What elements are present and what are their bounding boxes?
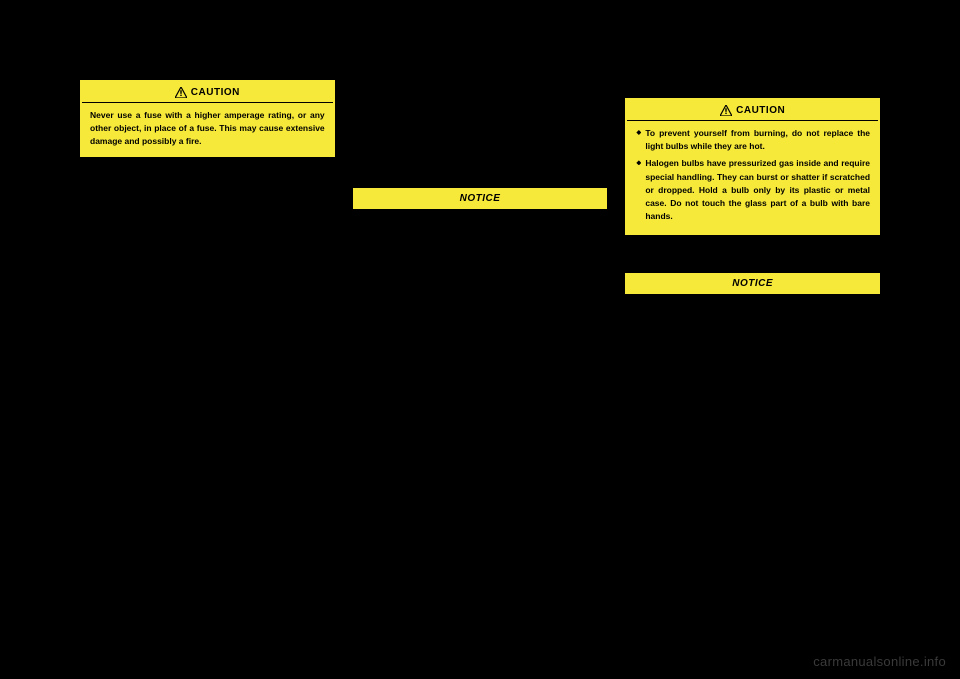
column-2: NOTICE <box>353 80 608 302</box>
spacer <box>625 245 880 265</box>
warning-triangle-icon <box>175 87 187 98</box>
manual-page: CAUTION Never use a fuse with a higher a… <box>60 40 900 620</box>
watermark-text: carmanualsonline.info <box>813 654 946 669</box>
caution-box-fuse: CAUTION Never use a fuse with a higher a… <box>80 80 335 157</box>
caution-label: CAUTION <box>736 103 785 118</box>
warning-triangle-icon <box>720 105 732 116</box>
caution-item: Halogen bulbs have pressurized gas insid… <box>635 157 870 223</box>
spacer <box>625 80 880 98</box>
caution-header: CAUTION <box>627 100 878 120</box>
notice-bar: NOTICE <box>353 188 608 209</box>
caution-body-text: Never use a fuse with a higher amperage … <box>82 102 333 155</box>
caution-item: To prevent yourself from burning, do not… <box>635 127 870 153</box>
notice-bar: NOTICE <box>625 273 880 294</box>
spacer <box>353 80 608 180</box>
caution-label: CAUTION <box>191 85 240 100</box>
caution-box-bulbs: CAUTION To prevent yourself from burning… <box>625 98 880 235</box>
caution-list: To prevent yourself from burning, do not… <box>635 127 870 223</box>
column-3: CAUTION To prevent yourself from burning… <box>625 80 880 302</box>
column-1: CAUTION Never use a fuse with a higher a… <box>80 80 335 302</box>
caution-body-list: To prevent yourself from burning, do not… <box>627 120 878 233</box>
columns-container: CAUTION Never use a fuse with a higher a… <box>60 40 900 322</box>
caution-header: CAUTION <box>82 82 333 102</box>
